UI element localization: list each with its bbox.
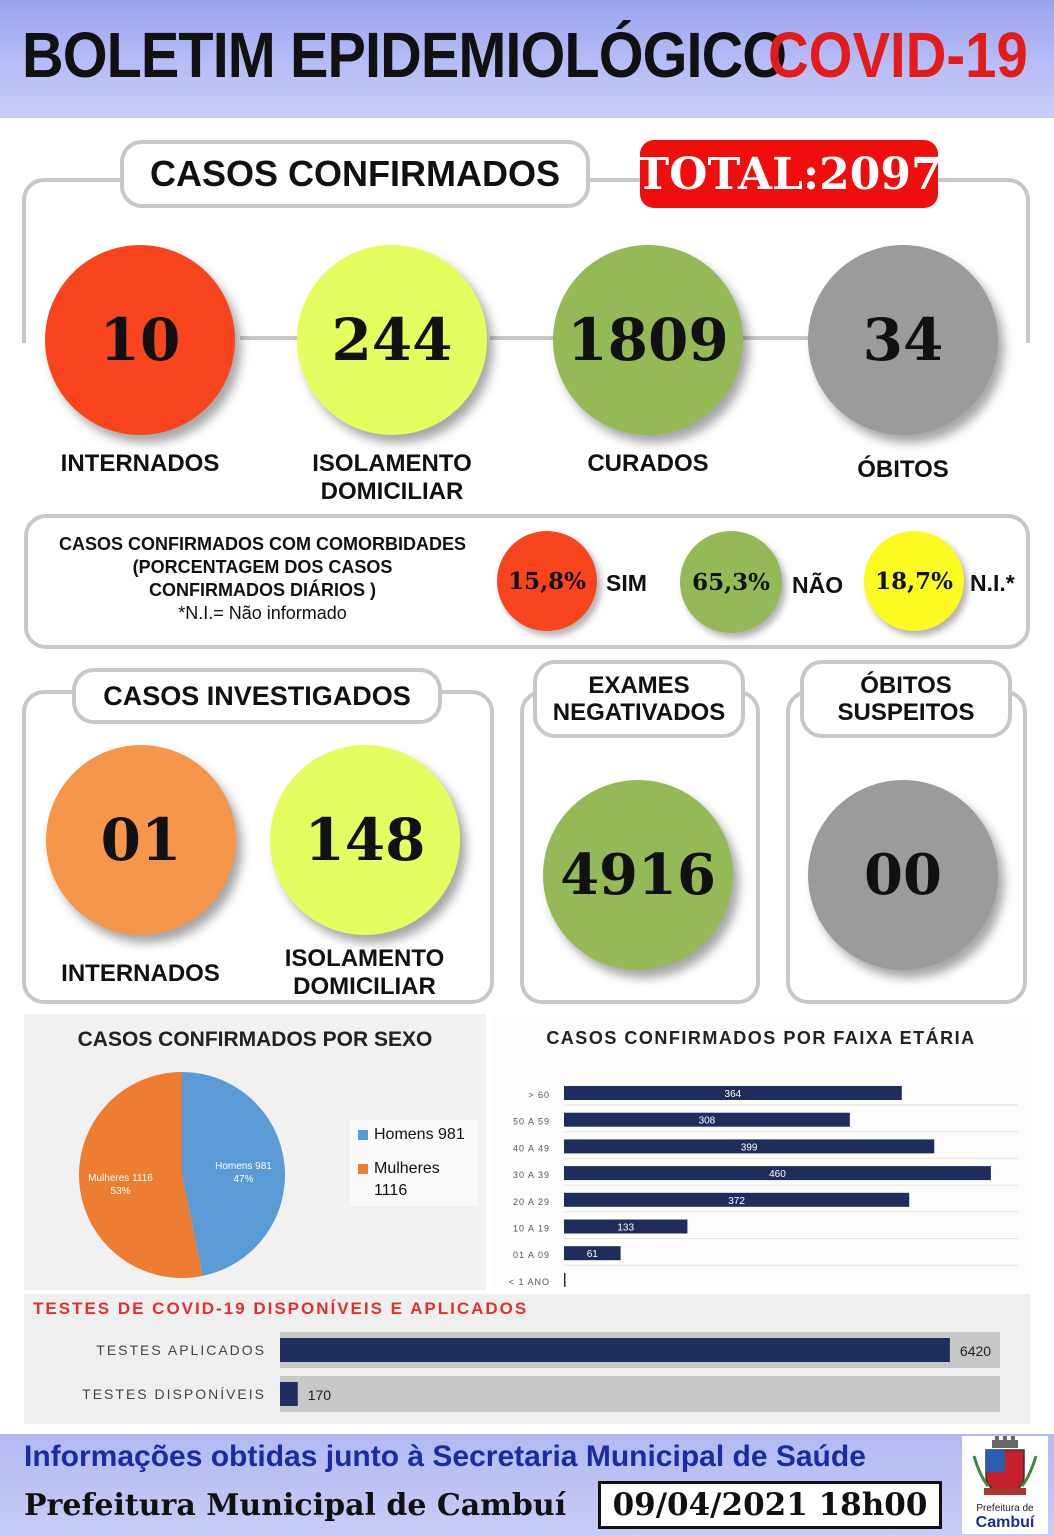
age-tick-label: 20 A 29: [513, 1197, 550, 1207]
suspect-deaths-title-line1: ÓBITOS: [860, 672, 952, 699]
investigated-internados-circle: 01: [46, 745, 236, 935]
comorbidity-nao-label: NÃO: [792, 572, 844, 598]
legend-item-mulheres: Mulheres 1116: [358, 1158, 470, 1202]
age-bar: [564, 1086, 902, 1100]
pie-slice-percent: 47%: [233, 1174, 253, 1185]
coat-of-arms-icon: [972, 1436, 1038, 1495]
suspect-deaths-title: ÓBITOS SUSPEITOS: [800, 660, 1012, 738]
confirmed-internados-label: INTERNADOS: [60, 450, 220, 477]
logo-text-line2: Cambuí: [975, 1514, 1035, 1531]
legend-swatch: [358, 1130, 368, 1140]
investigated-isolamento-circle: 148: [270, 745, 460, 935]
pie-slice-mulheres: [79, 1072, 203, 1278]
comorbidity-ni-label: N.I.*: [970, 570, 1015, 596]
age-bar: [564, 1192, 910, 1207]
connector: [740, 336, 810, 340]
comorbidity-nao-circle: 65,3%: [680, 531, 782, 633]
tests-category-label: TESTES APLICADOS: [96, 1342, 266, 1358]
age-bar: [564, 1246, 621, 1261]
pie-slice-label: Homens 981: [215, 1161, 272, 1172]
age-tick-label: > 60: [528, 1090, 550, 1100]
comorbidity-sim-circle: 15,8%: [497, 531, 597, 631]
legend-swatch: [358, 1164, 368, 1174]
sex-chart-title: CASOS CONFIRMADOS POR SEXO: [77, 1028, 433, 1051]
suspect-deaths-title-line2: SUSPEITOS: [837, 699, 975, 726]
total-badge: TOTAL:2097: [636, 140, 942, 208]
tests-category-label: TESTES DISPONÍVEIS: [82, 1386, 266, 1402]
comorbidity-ni-circle: 18,7%: [864, 531, 964, 631]
header-banner: [0, 0, 1054, 118]
comorbidities-line2: (PORCENTAGEM DOS CASOS: [132, 557, 393, 577]
age-chart-title: CASOS CONFIRMADOS POR FAIXA ETÁRIA: [546, 1028, 976, 1048]
connector: [240, 336, 300, 340]
tests-bar-value: 170: [308, 1387, 332, 1403]
age-tick-label: 50 A 59: [513, 1117, 550, 1127]
footer-datetime: 09/04/2021 18h00: [598, 1481, 942, 1529]
confirmed-curados-circle: 1809: [553, 245, 743, 435]
footer-source: Informações obtidas junto à Secretaria M…: [24, 1440, 866, 1473]
confirmed-isolamento-circle: 244: [297, 245, 487, 435]
investigated-title: CASOS INVESTIGADOS: [72, 668, 442, 724]
confirmed-internados-circle: 10: [45, 245, 235, 435]
age-bar: [564, 1112, 850, 1127]
age-bar: [564, 1272, 566, 1287]
negative-circle: 4916: [543, 780, 733, 970]
age-bar: [564, 1139, 935, 1154]
age-bar-value: 399: [741, 1142, 758, 1153]
logo-text-line1: Prefeitura de: [976, 1503, 1034, 1514]
comorbidities-frame: [24, 514, 1030, 649]
age-bar-value: 364: [725, 1089, 742, 1100]
age-bar-value: 61: [587, 1249, 599, 1260]
tests-chart-title: TESTES DE COVID-19 DISPONÍVEIS E APLICAD…: [33, 1299, 529, 1318]
comorbidities-description: CASOS CONFIRMADOS COM COMORBIDADES (PORC…: [30, 533, 495, 625]
connector: [490, 336, 555, 340]
negative-title-line1: EXAMES: [588, 672, 690, 699]
tests-track: [280, 1376, 1000, 1412]
comorbidities-line3: CONFIRMADOS DIÁRIOS ): [149, 580, 376, 600]
legend-item-homens: Homens 981: [358, 1124, 470, 1146]
age-bar-value: 308: [699, 1116, 716, 1127]
city-logo: Prefeitura de Cambuí: [962, 1436, 1048, 1534]
sex-legend: Homens 981 Mulheres 1116: [350, 1120, 478, 1206]
confirmed-curados-label: CURADOS: [587, 450, 709, 477]
age-tick-label: 10 A 19: [513, 1224, 550, 1234]
pie-slice-label: Mulheres 1116: [88, 1173, 153, 1184]
comorbidities-note: *N.I.= Não informado: [178, 603, 347, 623]
pie-slice-homens: [182, 1072, 285, 1276]
confirmed-obitos-label: ÓBITOS: [857, 456, 949, 483]
investigated-internados-label: INTERNADOS: [61, 960, 220, 987]
age-tick-label: 40 A 49: [513, 1143, 550, 1153]
comorbidity-sim-label: SIM: [606, 570, 647, 596]
page-title: BOLETIM EPIDEMIOLÓGICO: [22, 19, 787, 91]
sex-pie-chart: Homens 981 47% Mulheres 1116 53%: [79, 1072, 285, 1278]
confirmed-title: CASOS CONFIRMADOS: [120, 140, 590, 208]
pie-slice-percent: 53%: [111, 1186, 131, 1197]
age-bar-value: 460: [769, 1169, 786, 1180]
comorbidities-line1: CASOS CONFIRMADOS COM COMORBIDADES: [58, 534, 466, 554]
age-bar: [564, 1219, 688, 1234]
footer-city: Prefeitura Municipal de Cambuí: [24, 1488, 567, 1523]
age-bar-value: 133: [617, 1223, 634, 1234]
tests-bar: [280, 1338, 950, 1362]
age-bar: [564, 1166, 991, 1181]
age-bar-value: 372: [728, 1196, 745, 1207]
legend-label: Homens 981: [374, 1126, 465, 1143]
negative-title: EXAMES NEGATIVADOS: [533, 660, 745, 738]
age-bar-chart: > 60 364 50 A 59 308 40 A 49 399 30 A 39 460 20 …: [509, 1086, 1018, 1287]
tests-bar-value: 6420: [960, 1343, 991, 1359]
investigated-isolamento-label: ISOLAMENTO DOMICILIAR: [284, 945, 445, 1000]
age-tick-label: < 1 ANO: [509, 1277, 550, 1287]
age-tick-label: 01 A 09: [513, 1250, 550, 1260]
confirmed-isolamento-label: ISOLAMENTO DOMICILIAR: [312, 450, 472, 505]
tests-bar-chart: TESTES APLICADOS 6420 TESTES DISPONÍVEIS 17…: [82, 1332, 1000, 1412]
suspect-deaths-circle: 00: [808, 780, 998, 970]
confirmed-obitos-circle: 34: [808, 245, 998, 435]
page-title-covid: COVID-19: [768, 19, 1028, 91]
legend-label: Mulheres 1116: [374, 1160, 440, 1199]
negative-title-line2: NEGATIVADOS: [552, 699, 726, 726]
age-tick-label: 30 A 39: [513, 1170, 550, 1180]
tests-bar: [280, 1382, 298, 1406]
